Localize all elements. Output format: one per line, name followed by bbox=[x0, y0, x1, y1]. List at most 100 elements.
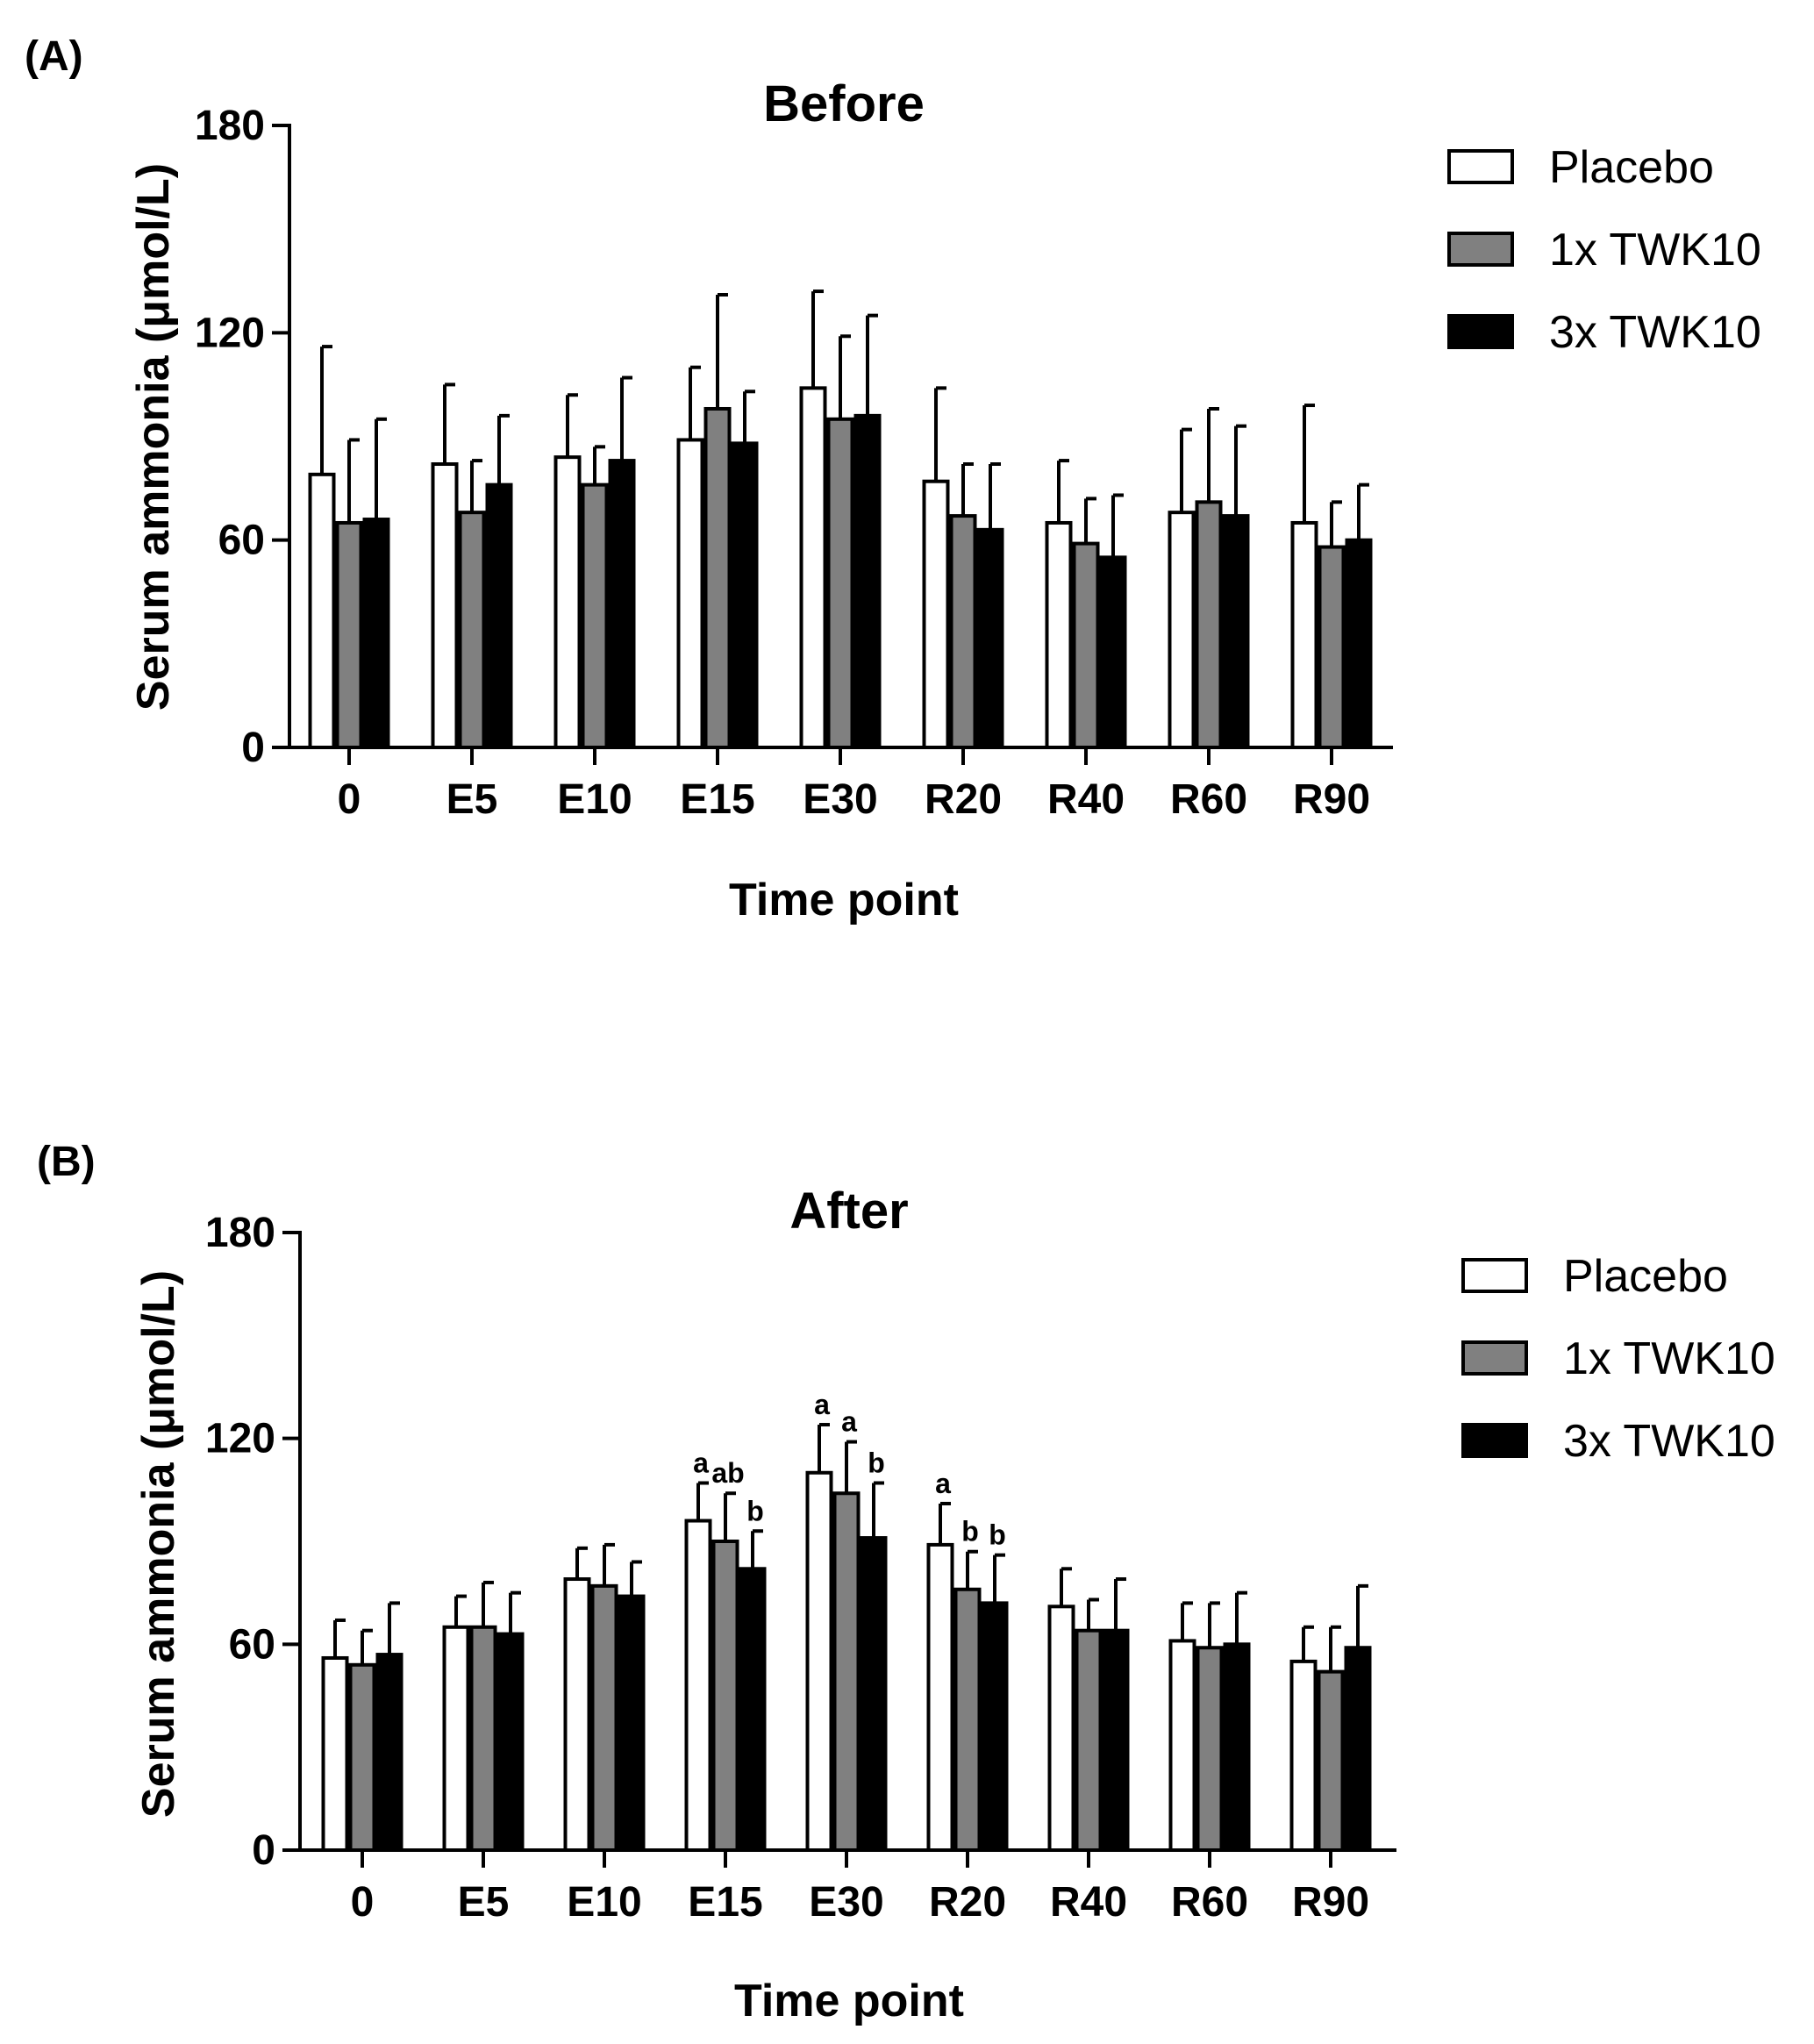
significance-label: a bbox=[841, 1406, 857, 1438]
x-tick-label: R90 bbox=[1293, 776, 1370, 823]
bar bbox=[608, 459, 636, 749]
x-tick-label: E15 bbox=[680, 776, 754, 823]
bar bbox=[1222, 514, 1250, 749]
significance-label: b bbox=[868, 1447, 885, 1479]
legend-swatch bbox=[1461, 1423, 1528, 1458]
bar bbox=[485, 482, 513, 750]
y-tick-label: 120 bbox=[205, 1416, 275, 1462]
bar bbox=[1344, 1646, 1372, 1852]
bar bbox=[1168, 1639, 1196, 1853]
bar bbox=[581, 482, 609, 750]
significance-label: b bbox=[746, 1495, 764, 1526]
panel-b-title: After bbox=[789, 1183, 908, 1240]
bar bbox=[553, 455, 582, 750]
y-tick-label: 0 bbox=[252, 1827, 275, 1874]
bar bbox=[618, 1594, 646, 1852]
panel-b-y-axis-label: Serum ammonia (μmol/L) bbox=[133, 1270, 184, 1818]
bar bbox=[1168, 511, 1196, 750]
bar bbox=[739, 1567, 767, 1853]
significance-label: a bbox=[693, 1447, 709, 1479]
y-tick-label: 60 bbox=[218, 518, 265, 564]
legend-entry-label: 3x TWK10 bbox=[1549, 307, 1761, 358]
x-tick-label: R40 bbox=[1050, 1879, 1127, 1926]
bar bbox=[362, 518, 390, 749]
x-tick-label: E5 bbox=[458, 1879, 510, 1926]
bar bbox=[375, 1653, 404, 1852]
panel-b-legend: Placebo 1x TWK10 3x TWK10 bbox=[1461, 1251, 1775, 1467]
bar bbox=[1223, 1642, 1251, 1853]
bar bbox=[711, 1540, 739, 1852]
legend-swatch bbox=[1447, 149, 1514, 184]
panel-a-y-axis-label: Serum ammonia (μmol/L) bbox=[128, 163, 179, 711]
significance-label: a bbox=[935, 1468, 951, 1499]
bar bbox=[496, 1632, 525, 1852]
bar bbox=[431, 462, 459, 749]
bar bbox=[1045, 520, 1073, 749]
significance-label: a bbox=[814, 1389, 830, 1420]
significance-label: b bbox=[989, 1519, 1006, 1551]
y-tick-label: 0 bbox=[241, 725, 265, 771]
panel-a-plot-area: 0 60 120 180 0 E5 E10 E15 E30 R20 R40 R60 R90 bbox=[195, 103, 1393, 823]
bar bbox=[1072, 541, 1100, 749]
bar bbox=[1195, 500, 1223, 749]
y-tick-label: 180 bbox=[205, 1210, 275, 1256]
bar bbox=[469, 1625, 497, 1853]
bar bbox=[922, 479, 950, 749]
bar bbox=[1317, 1669, 1345, 1852]
x-tick-label: E10 bbox=[567, 1879, 641, 1926]
bar bbox=[321, 1655, 349, 1852]
x-tick-label: E15 bbox=[688, 1879, 762, 1926]
bar bbox=[1290, 520, 1318, 749]
bar bbox=[458, 511, 486, 750]
bar bbox=[684, 1519, 712, 1852]
bar bbox=[1345, 538, 1373, 750]
x-tick-label: E5 bbox=[446, 776, 498, 823]
bar bbox=[949, 514, 977, 749]
bar bbox=[731, 441, 759, 749]
bar bbox=[676, 438, 704, 749]
legend-entry-label: Placebo bbox=[1563, 1251, 1728, 1302]
bar bbox=[953, 1587, 982, 1853]
bar bbox=[860, 1536, 888, 1852]
bar bbox=[308, 472, 336, 749]
bar bbox=[442, 1625, 470, 1853]
panel-a-legend: Placebo 1x TWK10 3x TWK10 bbox=[1447, 142, 1761, 358]
x-tick-label: R20 bbox=[925, 776, 1002, 823]
bar bbox=[853, 413, 882, 749]
x-tick-label: E30 bbox=[809, 1879, 883, 1926]
legend-swatch bbox=[1447, 314, 1514, 349]
legend-swatch bbox=[1447, 232, 1514, 267]
x-tick-label: R60 bbox=[1171, 1879, 1248, 1926]
panel-b-after: (B) After Serum ammonia (μmol/L) Time po… bbox=[37, 1139, 1775, 2026]
x-tick-label: R60 bbox=[1170, 776, 1247, 823]
legend-swatch bbox=[1461, 1340, 1528, 1376]
bar bbox=[703, 406, 732, 749]
bar bbox=[1075, 1628, 1103, 1852]
bar bbox=[563, 1577, 591, 1852]
bar bbox=[1047, 1604, 1075, 1853]
x-tick-label: R90 bbox=[1292, 1879, 1369, 1926]
x-tick-label: 0 bbox=[338, 776, 361, 823]
panel-a-x-axis-label: Time point bbox=[729, 875, 959, 926]
x-tick-label: E10 bbox=[557, 776, 632, 823]
bar bbox=[826, 417, 854, 749]
bar bbox=[981, 1601, 1009, 1853]
y-tick-label: 60 bbox=[229, 1621, 275, 1668]
x-tick-label: R40 bbox=[1047, 776, 1125, 823]
panel-b-x-axis-label: Time point bbox=[734, 1976, 964, 2026]
bar bbox=[832, 1491, 861, 1852]
legend-entry-label: 3x TWK10 bbox=[1563, 1416, 1775, 1467]
bar bbox=[926, 1542, 954, 1853]
panel-b-letter: (B) bbox=[37, 1139, 96, 1185]
x-tick-label: 0 bbox=[351, 1879, 375, 1926]
bar bbox=[1102, 1628, 1130, 1852]
bar bbox=[1099, 555, 1127, 749]
x-tick-label: R20 bbox=[929, 1879, 1006, 1926]
bar bbox=[976, 527, 1004, 749]
bar bbox=[335, 520, 363, 749]
bar bbox=[348, 1662, 376, 1853]
bar bbox=[799, 386, 827, 749]
bar bbox=[1289, 1659, 1318, 1853]
bar bbox=[590, 1583, 618, 1853]
